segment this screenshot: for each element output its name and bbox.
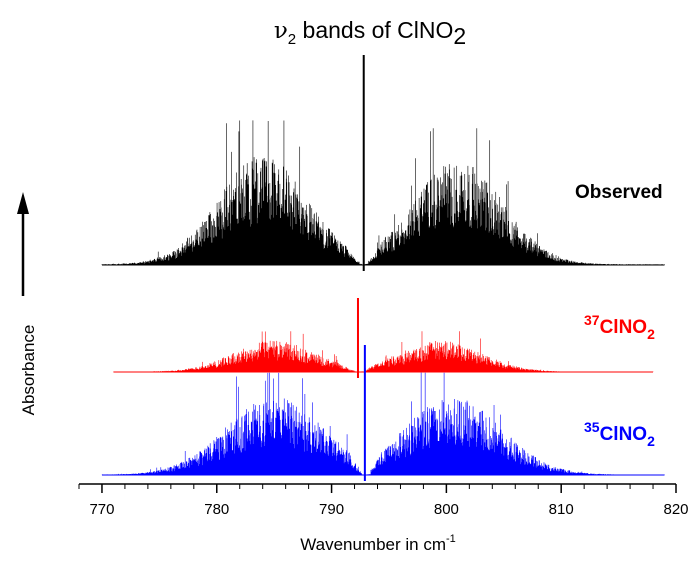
y-axis-label: Absorbance [19, 325, 38, 416]
title-sub1: 2 [288, 31, 296, 48]
x-tick-label: 800 [434, 501, 459, 518]
x-axis-label-main: Wavenumber in cm [300, 535, 446, 554]
series-label-35clno2: 35ClNO2 [584, 419, 655, 449]
series-label-observed: Observed [575, 182, 663, 203]
series-label-37-sub: 2 [647, 326, 655, 342]
x-axis-ticks: 770 780 790 800 810 820 [78, 484, 689, 518]
series-label-35-sup: 35 [584, 419, 600, 435]
spectrum-lines [113, 331, 654, 372]
x-tick-label: 810 [549, 501, 574, 518]
y-axis-arrow-head [17, 192, 29, 214]
trace-observed [101, 55, 665, 271]
x-tick-label: 780 [204, 501, 229, 518]
title-symbol: ν [274, 18, 288, 44]
trace-37clno2 [113, 298, 654, 378]
chart-title: ν2 bands of ClNO2 [274, 17, 466, 49]
series-label-37-sup: 37 [584, 312, 600, 328]
series-label-37-main: ClNO [600, 317, 648, 338]
title-middle: bands of ClNO [296, 17, 453, 43]
spectrum-lines [101, 372, 665, 475]
x-tick-label: 820 [663, 501, 688, 518]
series-label-37clno2: 37ClNO2 [584, 312, 655, 342]
x-tick-label: 790 [319, 501, 344, 518]
x-axis-label: Wavenumber in cm-1 [300, 533, 456, 554]
series-label-35-sub: 2 [647, 433, 655, 449]
x-tick-label: 770 [89, 501, 114, 518]
series-label-35-main: ClNO [600, 424, 648, 445]
title-sub2: 2 [453, 23, 466, 49]
trace-35clno2 [101, 345, 665, 481]
x-axis-label-sup: -1 [446, 533, 456, 545]
